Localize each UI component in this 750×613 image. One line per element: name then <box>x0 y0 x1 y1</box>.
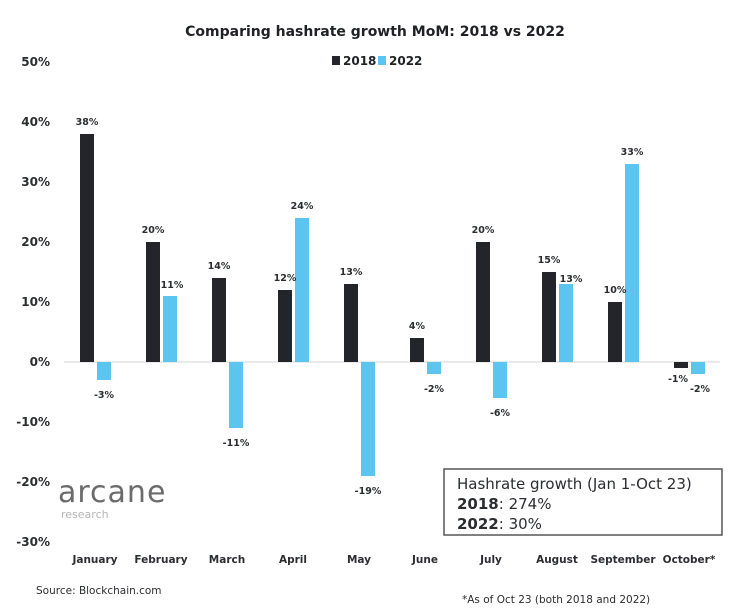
bar-2022-october <box>691 362 705 374</box>
chart-title: Comparing hashrate growth MoM: 2018 vs 2… <box>185 24 565 40</box>
x-tick-label: March <box>209 554 245 566</box>
data-label-2018: 10% <box>604 285 627 296</box>
bar-2018-june <box>410 338 424 362</box>
y-tick-label: 40% <box>21 115 50 129</box>
legend-label-2022: 2022 <box>389 54 422 68</box>
data-label-2022: -3% <box>94 390 115 401</box>
x-tick-label: May <box>347 554 371 566</box>
data-labels: 38% -3% 20% 11% 14% -11% 12% 24% 13% -19% 4% -2% 20%… <box>76 117 711 497</box>
x-axis: January February March April May June July Augu… <box>71 554 715 566</box>
x-tick-label: February <box>134 554 187 566</box>
y-tick-label: 10% <box>21 295 50 309</box>
annotation-year-2022: 2022 <box>457 515 499 533</box>
y-tick-label: 0% <box>30 355 50 369</box>
data-label-2018: 38% <box>76 117 99 128</box>
bar-2022-june <box>427 362 441 374</box>
data-label-2022: 24% <box>291 201 314 212</box>
data-label-2022: -6% <box>490 408 511 419</box>
data-label-2022: -2% <box>424 384 445 395</box>
legend-label-2018: 2018 <box>343 54 376 68</box>
bar-2018-july <box>476 242 490 362</box>
y-tick-label: 50% <box>21 55 50 69</box>
data-label-2018: 4% <box>409 321 426 332</box>
annotation-value-2022: : 30% <box>499 515 542 533</box>
bar-2022-march <box>229 362 243 428</box>
x-tick-label: August <box>536 554 578 566</box>
y-tick-label: 20% <box>21 235 50 249</box>
annotation-box: Hashrate growth (Jan 1-Oct 23) 2018: 274… <box>443 468 723 536</box>
bars <box>80 134 705 476</box>
y-tick-label: -20% <box>16 475 50 489</box>
bar-2022-april <box>295 218 309 362</box>
data-label-2022: -19% <box>355 486 382 497</box>
bar-2018-may <box>344 284 358 362</box>
y-tick-label: -30% <box>16 535 50 549</box>
bar-2018-august <box>542 272 556 362</box>
x-tick-label: January <box>71 554 117 566</box>
arcane-research-logo: arcane research <box>58 475 166 521</box>
bar-2022-february <box>163 296 177 362</box>
bar-2022-may <box>361 362 375 476</box>
logo-sub-text: research <box>61 508 109 521</box>
x-tick-label: September <box>590 554 656 566</box>
annotation-title: Hashrate growth (Jan 1-Oct 23) <box>457 475 692 493</box>
footnote: *As of Oct 23 (both 2018 and 2022) <box>462 594 650 606</box>
source-note: Source: Blockchain.com <box>36 585 162 597</box>
legend: 2018 2022 <box>332 54 422 68</box>
data-label-2022: 11% <box>161 280 184 291</box>
annotation-row-2018: 2018: 274% <box>457 495 551 513</box>
data-label-2018: -1% <box>668 374 689 385</box>
bar-2018-april <box>278 290 292 362</box>
data-label-2018: 20% <box>472 225 495 236</box>
x-tick-label: June <box>411 554 438 566</box>
data-label-2018: 13% <box>340 267 363 278</box>
annotation-year-2018: 2018 <box>457 495 499 513</box>
data-label-2022: 13% <box>560 274 583 285</box>
logo-main-text: arcane <box>58 475 166 510</box>
y-axis: 50% 40% 30% 20% 10% 0% -10% -20% -30% <box>16 55 50 549</box>
data-label-2022: -11% <box>223 438 250 449</box>
legend-swatch-2018 <box>332 56 340 65</box>
bar-2018-september <box>608 302 622 362</box>
legend-swatch-2022 <box>378 56 386 65</box>
data-label-2022: -2% <box>690 384 711 395</box>
bar-2022-september <box>625 164 639 362</box>
data-label-2018: 14% <box>208 261 231 272</box>
x-tick-label: July <box>479 554 502 566</box>
x-tick-label: April <box>279 554 307 566</box>
y-tick-label: 30% <box>21 175 50 189</box>
bar-2018-march <box>212 278 226 362</box>
annotation-box-border <box>443 468 723 536</box>
data-label-2018: 15% <box>538 255 561 266</box>
data-label-2022: 33% <box>621 147 644 158</box>
bar-2018-february <box>146 242 160 362</box>
bar-2018-october <box>674 362 688 368</box>
bar-2018-january <box>80 134 94 362</box>
annotation-value-2018: : 274% <box>499 495 552 513</box>
y-tick-label: -10% <box>16 415 50 429</box>
data-label-2018: 12% <box>274 273 297 284</box>
bar-2022-august <box>559 284 573 362</box>
data-label-2018: 20% <box>142 225 165 236</box>
bar-2022-january <box>97 362 111 380</box>
x-tick-label: October* <box>663 554 716 566</box>
annotation-row-2022: 2022: 30% <box>457 515 542 533</box>
bar-2022-july <box>493 362 507 398</box>
